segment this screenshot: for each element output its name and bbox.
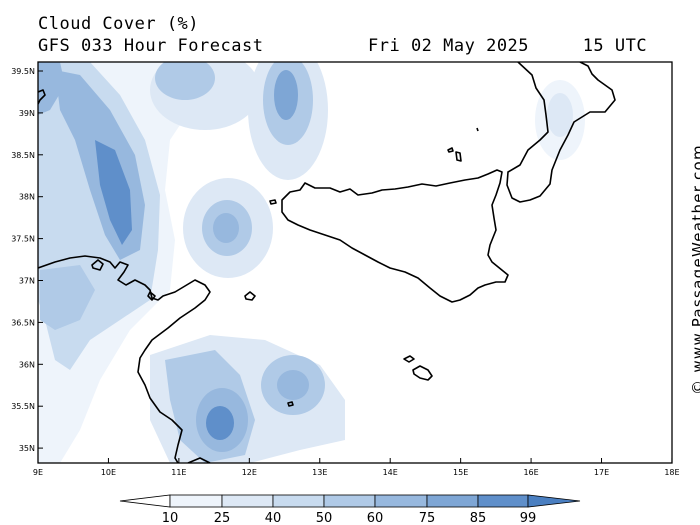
lon-tick-label: 9E — [33, 468, 43, 477]
lat-tick-label: 35.5N — [11, 402, 35, 411]
legend-label: 40 — [265, 511, 282, 525]
legend-segment — [119, 494, 171, 508]
lon-tick-label: 13E — [312, 468, 327, 477]
lon-tick-label: 10E — [101, 468, 116, 477]
cloud-east-calabria-inner — [547, 93, 573, 137]
cloud-tunisia-mid — [40, 265, 95, 330]
lon-tick-label: 14E — [383, 468, 398, 477]
coast-malta — [412, 365, 433, 381]
coast-pantelleria — [244, 291, 256, 301]
legend-segment — [374, 494, 428, 508]
coast-tunisia-cap — [91, 259, 104, 271]
legend-label: 60 — [367, 511, 384, 525]
lat-tick-label: 36.5N — [11, 318, 35, 327]
legend-label: 50 — [316, 511, 333, 525]
cloud-band-west-core — [95, 140, 132, 245]
legend-segment — [272, 494, 325, 508]
legend-label: 75 — [419, 511, 436, 525]
coast-tunisia-bay — [147, 291, 156, 301]
coast-lampedusa — [287, 401, 294, 407]
coast-sardinia — [38, 89, 46, 105]
chart-title: Cloud Cover (%) — [38, 14, 200, 34]
lat-tick-label: 37.5N — [11, 235, 35, 244]
legend-segment — [426, 494, 479, 508]
cloud-north2-inner — [274, 70, 298, 120]
cloud-south-core — [206, 406, 234, 440]
legend-segment — [221, 494, 274, 508]
coast-eolie-2 — [455, 151, 462, 162]
lat-tick-label: 36N — [19, 360, 35, 369]
coast-gozo — [403, 355, 415, 363]
cloud-central-inner — [213, 213, 239, 243]
lon-tick-label: 15E — [453, 468, 468, 477]
forecast-subtitle: GFS 033 Hour Forecast — [38, 36, 264, 56]
lat-tick-label: 38.5N — [11, 151, 35, 160]
coast-egadi — [269, 199, 277, 205]
lat-tick-label: 35N — [19, 444, 35, 453]
coast-tunisia-north — [38, 255, 211, 463]
legend-label: 85 — [470, 511, 487, 525]
coastlines — [38, 62, 616, 463]
lat-tick-label: 39.5N — [11, 67, 35, 76]
legend-segment — [169, 494, 223, 508]
lon-tick-label: 18E — [664, 468, 679, 477]
lon-tick-label: 16E — [523, 468, 538, 477]
cloud-cover-layer — [38, 62, 585, 463]
lon-tick-label: 12E — [242, 468, 257, 477]
legend-segment — [527, 494, 581, 508]
lat-tick-label: 39N — [19, 109, 35, 118]
forecast-datetime: Fri 02 May 2025 15 UTC — [368, 36, 648, 56]
lon-tick-label: 17E — [594, 468, 609, 477]
lon-tick-label: 11E — [171, 468, 186, 477]
lon-ticks: 9E 10E 11E 12E 13E 14E 15E 16E 17E 18E — [33, 458, 680, 477]
legend-label: 25 — [214, 511, 231, 525]
coast-djerba — [187, 457, 211, 463]
cloud-north-mid — [155, 62, 215, 100]
cloud-nw-corner — [38, 62, 65, 115]
legend-label: 99 — [520, 511, 537, 525]
legend-label: 10 — [162, 511, 179, 525]
lat-tick-label: 37N — [19, 277, 35, 286]
cloud-south-lampedusa-inner — [277, 370, 309, 400]
lat-ticks: 39.5N 39N 38.5N 38N 37.5N 37N 36.5N 36N 35.5N 35N — [11, 67, 43, 453]
coast-sicily — [281, 169, 509, 303]
lat-tick-label: 38N — [19, 193, 35, 202]
coast-calabria — [506, 62, 616, 203]
coast-eolie-3 — [476, 127, 479, 132]
legend-segment — [477, 494, 529, 508]
legend-segment — [323, 494, 376, 508]
colorbar-legend: 10 25 40 50 60 75 85 99 — [119, 494, 581, 525]
map-frame — [37, 61, 673, 464]
coast-eolie-1 — [447, 147, 454, 153]
